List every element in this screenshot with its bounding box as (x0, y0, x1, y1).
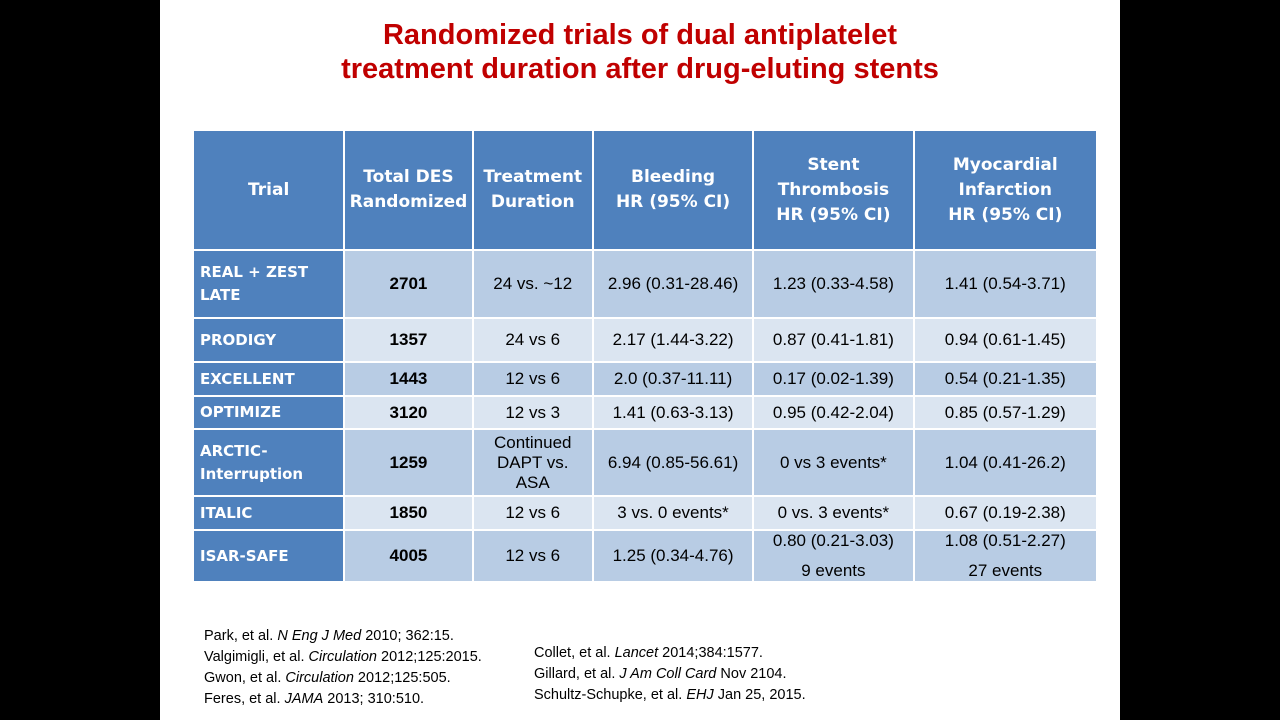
reference-item: Feres, et al. JAMA 2013; 310:510. (204, 691, 425, 707)
stent-hr: 0.95 (0.42-2.04) (752, 395, 915, 430)
reference-item: Gillard, et al. J Am Coll Card Nov 2104. (534, 666, 787, 682)
header-stent-thrombosis: Stent Thrombosis HR (95% CI) (752, 129, 915, 251)
title-line-2: treatment duration after drug-eluting st… (341, 53, 939, 85)
header-myocardial-infarction: Myocardial Infarction HR (95% CI) (912, 129, 1099, 251)
total-des: 2701 (343, 249, 474, 319)
mi-hr: 1.08 (0.51-2.27) 27 events (912, 529, 1099, 583)
mi-hr: 0.54 (0.21-1.35) (912, 361, 1099, 397)
header-trial: Trial (191, 129, 346, 251)
stent-hr: 0.80 (0.21-3.03) 9 events (752, 529, 915, 583)
header-bleeding: Bleeding HR (95% CI) (591, 129, 755, 251)
reference-item: Schultz-Schupke, et al. EHJ Jan 25, 2015… (534, 687, 806, 703)
stent-hr: 1.23 (0.33-4.58) (752, 249, 915, 319)
total-des: 1357 (343, 317, 474, 363)
stent-hr: 0 vs 3 events* (752, 428, 915, 497)
mi-hr: 1.41 (0.54-3.71) (912, 249, 1099, 319)
stent-hr: 0.17 (0.02-1.39) (752, 361, 915, 397)
mi-hr: 1.04 (0.41-26.2) (912, 428, 1099, 497)
bleeding-hr: 2.96 (0.31-28.46) (591, 249, 755, 319)
table-row: OPTIMIZE 3120 12 vs 3 1.41 (0.63-3.13) 0… (191, 395, 1099, 430)
bleeding-hr: 1.41 (0.63-3.13) (591, 395, 755, 430)
stent-hr: 0 vs. 3 events* (752, 495, 915, 531)
bleeding-hr: 2.17 (1.44-3.22) (591, 317, 755, 363)
total-des: 1443 (343, 361, 474, 397)
table-row: REAL + ZEST LATE 2701 24 vs. ~12 2.96 (0… (191, 249, 1099, 319)
references-left: Park, et al. N Eng J Med 2010; 362:15. V… (204, 626, 482, 710)
total-des: 4005 (343, 529, 474, 583)
mi-hr: 0.94 (0.61-1.45) (912, 317, 1099, 363)
trials-table: Trial Total DES Randomized Treatment Durat… (191, 129, 1099, 583)
duration: 12 vs 6 (471, 495, 594, 531)
slide: Randomized trials of dual antiplatelet t… (160, 0, 1120, 720)
duration: 12 vs 6 (471, 529, 594, 583)
table-row: ARCTIC- Interruption 1259 Continued DAPT v… (191, 428, 1099, 497)
bleeding-hr: 6.94 (0.85-56.61) (591, 428, 755, 497)
duration: 12 vs 3 (471, 395, 594, 430)
reference-item: Valgimigli, et al. Circulation 2012;125:… (204, 649, 482, 665)
trial-name: ITALIC (191, 495, 346, 531)
bleeding-hr: 2.0 (0.37-11.11) (591, 361, 755, 397)
table-row: EXCELLENT 1443 12 vs 6 2.0 (0.37-11.11) … (191, 361, 1099, 397)
stent-hr: 0.87 (0.41-1.81) (752, 317, 915, 363)
trial-name: PRODIGY (191, 317, 346, 363)
table-row: ISAR-SAFE 4005 12 vs 6 1.25 (0.34-4.76) … (191, 529, 1099, 583)
trial-name: ISAR-SAFE (191, 529, 346, 583)
duration: 24 vs. ~12 (471, 249, 594, 319)
duration: 24 vs 6 (471, 317, 594, 363)
reference-item: Park, et al. N Eng J Med 2010; 362:15. (204, 628, 454, 644)
duration: Continued DAPT vs. ASA (471, 428, 594, 497)
header-duration: Treatment Duration (471, 129, 594, 251)
title-line-1: Randomized trials of dual antiplatelet (382, 19, 897, 51)
total-des: 1259 (343, 428, 474, 497)
total-des: 3120 (343, 395, 474, 430)
table-header-row: Trial Total DES Randomized Treatment Durat… (191, 129, 1099, 251)
table-row: ITALIC 1850 12 vs 6 3 vs. 0 events* 0 vs… (191, 495, 1099, 531)
trial-name: ARCTIC- Interruption (191, 428, 346, 497)
bleeding-hr: 1.25 (0.34-4.76) (591, 529, 755, 583)
header-total-des: Total DES Randomized (343, 129, 474, 251)
total-des: 1850 (343, 495, 474, 531)
references-right: Collet, et al. Lancet 2014;384:1577. Gil… (534, 643, 806, 706)
table-row: PRODIGY 1357 24 vs 6 2.17 (1.44-3.22) 0.… (191, 317, 1099, 363)
duration: 12 vs 6 (471, 361, 594, 397)
slide-title: Randomized trials of dual antiplatelet t… (160, 18, 1120, 86)
mi-hr: 0.85 (0.57-1.29) (912, 395, 1099, 430)
reference-item: Gwon, et al. Circulation 2012;125:505. (204, 670, 451, 686)
bleeding-hr: 3 vs. 0 events* (591, 495, 755, 531)
mi-hr: 0.67 (0.19-2.38) (912, 495, 1099, 531)
trial-name: REAL + ZEST LATE (191, 249, 346, 319)
reference-item: Collet, et al. Lancet 2014;384:1577. (534, 645, 763, 661)
trial-name: OPTIMIZE (191, 395, 346, 430)
trial-name: EXCELLENT (191, 361, 346, 397)
